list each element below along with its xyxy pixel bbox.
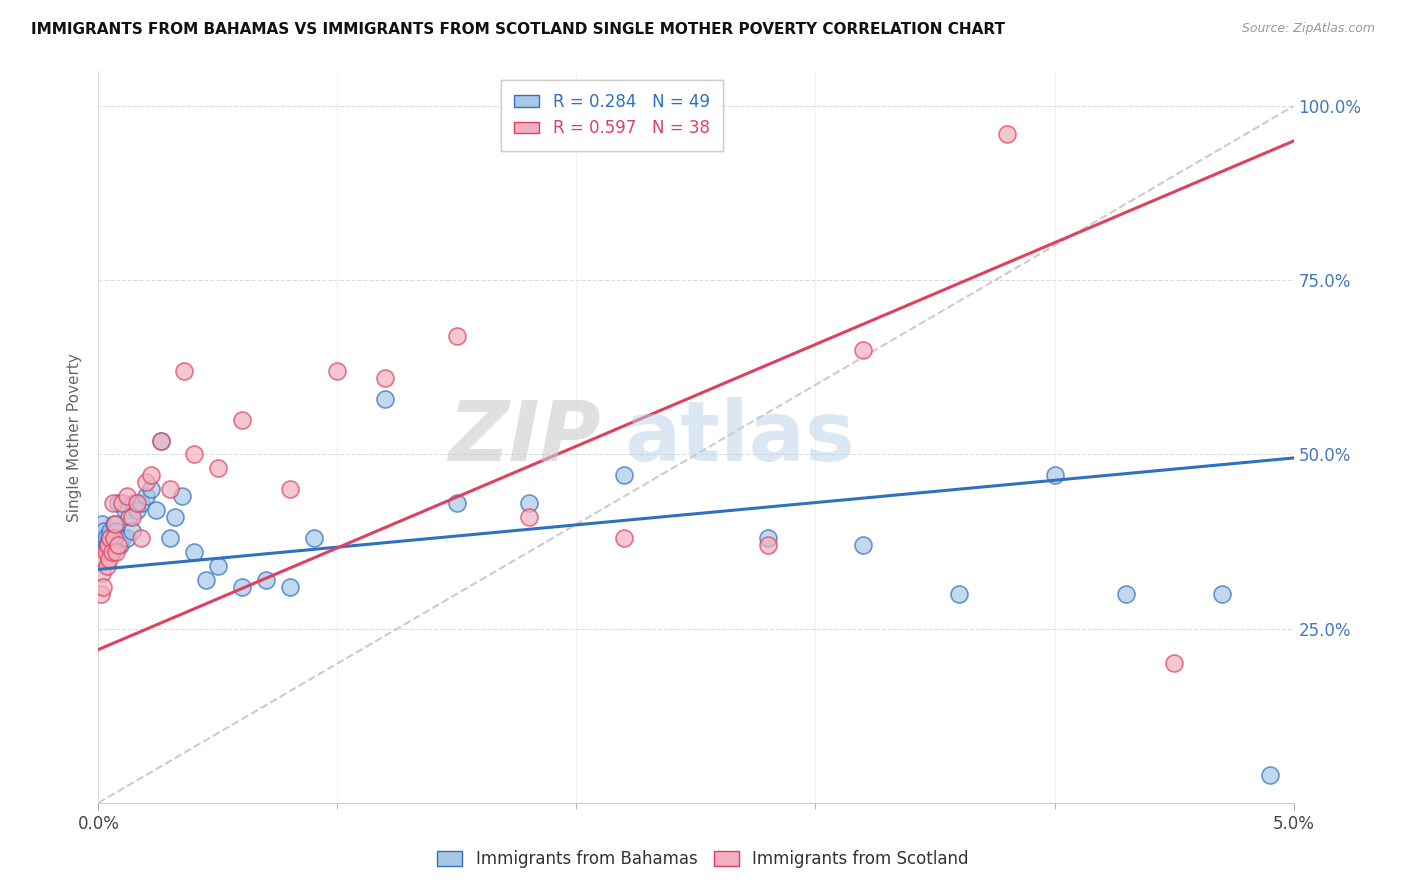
Point <box>613 531 636 545</box>
Point <box>105 545 128 559</box>
Point <box>278 580 301 594</box>
Text: IMMIGRANTS FROM BAHAMAS VS IMMIGRANTS FROM SCOTLAND SINGLE MOTHER POVERTY CORREL: IMMIGRANTS FROM BAHAMAS VS IMMIGRANTS FR… <box>31 22 1005 37</box>
Point <box>183 448 205 462</box>
Point <box>105 524 128 538</box>
Point <box>103 517 125 532</box>
Point <box>107 496 129 510</box>
Point <box>111 496 134 510</box>
Point <box>1043 468 1066 483</box>
Point <box>100 545 122 559</box>
Point <box>1163 657 1185 671</box>
Point <box>948 587 970 601</box>
Point <box>90 587 112 601</box>
Point <box>207 558 229 573</box>
Point <box>173 364 195 378</box>
Point <box>115 489 138 503</box>
Point <box>135 489 157 503</box>
Point <box>121 510 143 524</box>
Point <box>254 573 277 587</box>
Point <box>756 538 779 552</box>
Point <box>125 503 148 517</box>
Point <box>131 531 153 545</box>
Point <box>98 531 122 545</box>
Point <box>93 524 115 538</box>
Point <box>91 566 114 580</box>
Point <box>104 531 127 545</box>
Point <box>90 538 112 552</box>
Point <box>756 531 779 545</box>
Point <box>374 371 396 385</box>
Point <box>108 538 131 552</box>
Point <box>172 489 194 503</box>
Point <box>91 517 114 532</box>
Point <box>159 531 181 545</box>
Point <box>98 552 121 566</box>
Point <box>326 364 349 378</box>
Point <box>149 434 172 448</box>
Point <box>125 496 148 510</box>
Point <box>101 496 124 510</box>
Text: Source: ZipAtlas.com: Source: ZipAtlas.com <box>1241 22 1375 36</box>
Point <box>107 538 129 552</box>
Point <box>91 531 114 545</box>
Point <box>446 496 468 510</box>
Point <box>139 483 162 497</box>
Point <box>302 531 325 545</box>
Point <box>159 483 181 497</box>
Point <box>852 538 875 552</box>
Point <box>183 545 205 559</box>
Point <box>111 531 134 545</box>
Point <box>93 552 115 566</box>
Point <box>104 517 127 532</box>
Point <box>98 531 121 545</box>
Point <box>374 392 396 406</box>
Point <box>613 468 636 483</box>
Point <box>207 461 229 475</box>
Point <box>100 545 122 559</box>
Point <box>101 538 124 552</box>
Point <box>852 343 875 357</box>
Point <box>1211 587 1233 601</box>
Point <box>995 127 1018 141</box>
Legend: R = 0.284   N = 49, R = 0.597   N = 38: R = 0.284 N = 49, R = 0.597 N = 38 <box>501 79 723 151</box>
Point <box>124 496 146 510</box>
Point <box>97 545 120 559</box>
Point <box>278 483 301 497</box>
Point <box>163 510 186 524</box>
Point <box>114 503 136 517</box>
Y-axis label: Single Mother Poverty: Single Mother Poverty <box>67 352 83 522</box>
Point <box>96 538 118 552</box>
Point <box>91 580 114 594</box>
Point <box>446 329 468 343</box>
Point <box>121 524 143 538</box>
Point <box>131 496 153 510</box>
Point <box>118 510 141 524</box>
Point <box>145 503 167 517</box>
Point <box>94 545 117 559</box>
Legend: Immigrants from Bahamas, Immigrants from Scotland: Immigrants from Bahamas, Immigrants from… <box>430 844 976 875</box>
Point <box>231 412 253 426</box>
Point <box>115 531 138 545</box>
Point <box>103 531 125 545</box>
Point <box>97 538 120 552</box>
Point <box>149 434 172 448</box>
Point <box>135 475 157 490</box>
Point <box>94 531 117 545</box>
Point <box>98 524 122 538</box>
Text: atlas: atlas <box>624 397 855 477</box>
Point <box>517 496 540 510</box>
Point <box>231 580 253 594</box>
Point <box>139 468 162 483</box>
Point <box>1115 587 1137 601</box>
Point <box>1258 768 1281 782</box>
Text: ZIP: ZIP <box>447 397 600 477</box>
Point <box>517 510 540 524</box>
Point <box>96 558 118 573</box>
Point <box>195 573 218 587</box>
